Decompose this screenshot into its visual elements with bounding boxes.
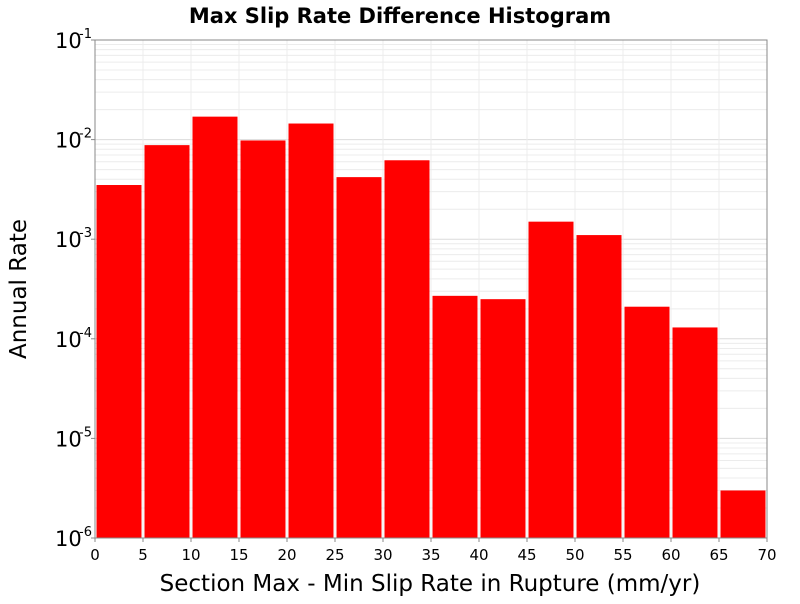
histogram-bar [288, 123, 334, 539]
x-tick-label: 10 [181, 546, 200, 564]
x-axis-ticks: 0 5 10 15 20 25 30 35 40 45 50 55 60 65 70 [90, 538, 777, 564]
histogram-bar [240, 140, 286, 538]
histogram-bar [672, 327, 718, 538]
x-tick-label: 55 [613, 546, 632, 564]
x-tick-label: 70 [757, 546, 776, 564]
histogram-bar [192, 116, 238, 539]
y-tick-label: 10 [55, 129, 82, 153]
x-tick-label: 25 [325, 546, 344, 564]
histogram-bar [432, 295, 478, 538]
y-tick-exponent: -1 [79, 27, 92, 42]
x-tick-label: 5 [138, 546, 148, 564]
histogram-bar [384, 160, 430, 539]
histogram-bar [624, 306, 670, 538]
y-tick-exponent: -5 [79, 425, 92, 440]
y-axis-ticks: 10-110-210-310-410-510-6 [55, 27, 95, 551]
y-tick-exponent: -3 [79, 226, 92, 241]
histogram-bar [576, 235, 622, 539]
x-tick-label: 40 [469, 546, 488, 564]
x-tick-label: 20 [277, 546, 296, 564]
y-tick-exponent: -4 [79, 326, 92, 341]
histogram-bar [720, 490, 766, 538]
histogram-bar [336, 177, 382, 538]
chart-title: Max Slip Rate Difference Histogram [189, 4, 611, 28]
x-tick-label: 65 [709, 546, 728, 564]
y-tick-exponent: -6 [79, 525, 92, 540]
x-tick-label: 0 [90, 546, 100, 564]
y-tick-label: 10 [55, 527, 82, 551]
histogram-bar [144, 145, 190, 539]
y-axis-label: Annual Rate [6, 219, 32, 359]
y-tick-label: 10 [55, 29, 82, 53]
y-tick-label: 10 [55, 328, 82, 352]
bars [96, 116, 766, 539]
y-tick-exponent: -2 [79, 127, 92, 142]
y-tick-label: 10 [55, 427, 82, 451]
x-axis-label: Section Max - Min Slip Rate in Rupture (… [160, 571, 701, 597]
x-tick-label: 35 [421, 546, 440, 564]
x-tick-label: 50 [565, 546, 584, 564]
histogram-bar [96, 185, 142, 539]
histogram-bar [528, 221, 574, 538]
x-tick-label: 30 [373, 546, 392, 564]
x-tick-label: 15 [229, 546, 248, 564]
y-tick-label: 10 [55, 228, 82, 252]
x-tick-label: 60 [661, 546, 680, 564]
x-tick-label: 45 [517, 546, 536, 564]
histogram-bar [480, 299, 526, 538]
